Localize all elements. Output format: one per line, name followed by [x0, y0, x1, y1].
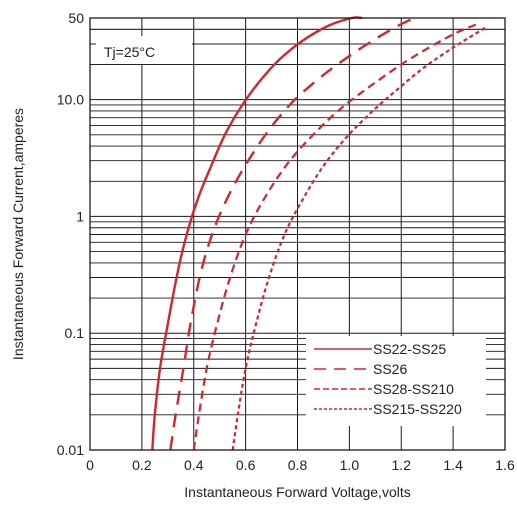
series-line-ss22-ss25 [151, 16, 363, 451]
x-tick-label: 0.2 [132, 457, 152, 473]
series-line-ss215-ss220 [231, 25, 488, 451]
y-tick-label: 10.0 [57, 92, 84, 108]
x-axis-title: Instantaneous Forward Voltage,volts [184, 484, 410, 500]
legend-label: SS26 [373, 361, 407, 377]
legend-background [306, 336, 486, 426]
y-tick-label: 1 [76, 208, 84, 224]
y-tick-label: 0.01 [57, 442, 84, 458]
series-line-ss26 [169, 16, 415, 451]
plot-frame [89, 17, 506, 451]
x-tick-label: 0.6 [236, 457, 256, 473]
series-line-ss28-ss210 [192, 22, 480, 451]
x-tick-label: 0.4 [184, 457, 204, 473]
x-tick-label: 0 [86, 457, 94, 473]
y-axis-title: Instantaneous Forward Current,amperes [10, 108, 26, 360]
x-tick-label: 1.6 [495, 457, 515, 473]
x-tick-label: 1.4 [443, 457, 463, 473]
y-tick-label: 0.1 [65, 325, 85, 341]
legend-label: SS22-SS25 [373, 341, 446, 357]
legend-label: SS28-SS210 [373, 381, 454, 397]
legend-label: SS215-SS220 [373, 401, 462, 417]
annotation-background [96, 36, 192, 64]
x-tick-label: 1.2 [392, 457, 412, 473]
x-tick-label: 1.0 [340, 457, 360, 473]
annotation-text: Tj=25°C [104, 44, 155, 60]
y-tick-label: 50 [68, 10, 84, 26]
x-tick-label: 0.8 [288, 457, 308, 473]
